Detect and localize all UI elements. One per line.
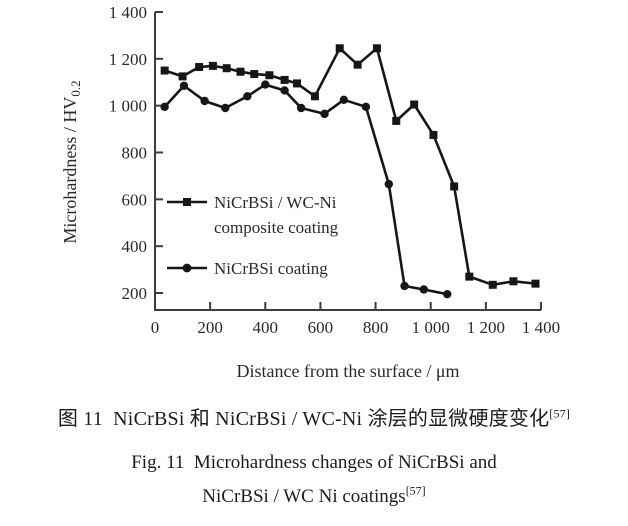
- data-point-square-marker: [372, 44, 381, 53]
- y-tick-label: 800: [122, 144, 148, 163]
- caption-english-line2-text: NiCrBSi / WC Ni coatings: [202, 486, 406, 507]
- legend-composite-label-line1: NiCrBSi / WC-Ni: [214, 193, 337, 212]
- legend-composite-square-marker-icon: [183, 198, 191, 206]
- caption-english-reference: [57]: [405, 483, 426, 498]
- data-point-square-marker: [208, 61, 217, 70]
- x-tick-label: 1 200: [467, 318, 505, 337]
- x-tick-label: 600: [308, 318, 334, 337]
- caption-english-line1-text: Fig. 11 Microhardness changes of NiCrBSi…: [131, 452, 497, 473]
- data-point-circle-marker: [339, 95, 349, 105]
- data-point-circle-marker: [261, 80, 270, 89]
- y-tick-label: 200: [122, 284, 148, 303]
- x-tick-label: 0: [151, 318, 160, 337]
- series-line-composite: [164, 46, 536, 287]
- data-point-square-marker: [465, 272, 474, 281]
- data-point-square-marker: [250, 70, 259, 79]
- data-point-circle-marker: [443, 289, 452, 299]
- data-point-square-marker: [310, 92, 319, 101]
- data-point-circle-marker: [280, 86, 289, 95]
- y-tick-label: 1 400: [109, 3, 147, 22]
- data-point-square-marker: [450, 182, 459, 191]
- data-point-circle-marker: [419, 285, 429, 294]
- data-point-circle-marker: [243, 92, 252, 101]
- legend: NiCrBSi / WC-Ni composite coating NiCrBS…: [167, 193, 339, 278]
- caption-english-line1: Fig. 11 Microhardness changes of NiCrBSi…: [0, 452, 628, 474]
- legend-nicrbsi-label: NiCrBSi coating: [214, 259, 328, 278]
- y-tick-label: 1 000: [109, 97, 147, 116]
- y-tick-label: 600: [122, 190, 148, 209]
- x-tick-label: 800: [363, 318, 389, 337]
- caption-chinese: 图 11 NiCrBSi 和 NiCrBSi / WC-Ni 涂层的显微硬度变化…: [0, 402, 628, 431]
- data-point-square-marker: [265, 71, 274, 80]
- data-point-square-marker: [292, 79, 301, 88]
- data-point-circle-marker: [400, 281, 409, 291]
- data-point-circle-marker: [296, 103, 306, 113]
- data-point-square-marker: [335, 44, 344, 53]
- data-point-square-marker: [236, 67, 245, 76]
- data-point-circle-marker: [384, 179, 394, 189]
- data-point-square-marker: [392, 116, 401, 125]
- y-axis-label-subscript: 0.2: [68, 80, 83, 96]
- x-tick-label: 1 400: [522, 318, 560, 337]
- data-point-square-marker: [488, 280, 497, 289]
- x-tick-label: 1 000: [412, 318, 450, 337]
- data-point-circle-marker: [160, 102, 169, 112]
- legend-composite-label-line2: composite coating: [214, 218, 339, 237]
- data-point-square-marker: [429, 130, 438, 139]
- y-axis-label-main: Microhardness / HV: [60, 97, 80, 244]
- data-point-circle-marker: [320, 109, 329, 119]
- legend-nicrbsi-circle-marker-icon: [182, 263, 192, 273]
- microhardness-chart: Microhardness / HV0.2 Distance from the …: [60, 3, 560, 381]
- data-point-square-marker: [531, 279, 540, 288]
- data-point-circle-marker: [221, 103, 230, 113]
- caption-chinese-reference: [57]: [549, 406, 571, 421]
- data-point-circle-marker: [179, 81, 189, 90]
- data-point-square-marker: [280, 75, 289, 84]
- caption-english-line2: NiCrBSi / WC Ni coatings[57]: [0, 483, 628, 508]
- data-point-square-marker: [509, 277, 518, 286]
- data-point-square-marker: [178, 72, 187, 81]
- x-axis-label: Distance from the surface / μm: [236, 361, 459, 381]
- x-tick-label: 400: [253, 318, 279, 337]
- y-axis-label: Microhardness / HV0.2: [60, 80, 83, 243]
- data-point-circle-marker: [200, 96, 209, 106]
- data-point-circle-marker: [361, 102, 371, 112]
- y-tick-label: 400: [122, 237, 148, 256]
- x-tick-label: 200: [197, 318, 223, 337]
- data-point-square-marker: [222, 64, 231, 73]
- caption-chinese-text: 图 11 NiCrBSi 和 NiCrBSi / WC-Ni 涂层的显微硬度变化: [57, 408, 550, 430]
- y-tick-label: 1 200: [109, 50, 147, 69]
- data-point-square-marker: [160, 66, 169, 75]
- data-point-square-marker: [195, 63, 204, 72]
- data-point-square-marker: [353, 60, 362, 69]
- data-point-square-marker: [410, 100, 419, 109]
